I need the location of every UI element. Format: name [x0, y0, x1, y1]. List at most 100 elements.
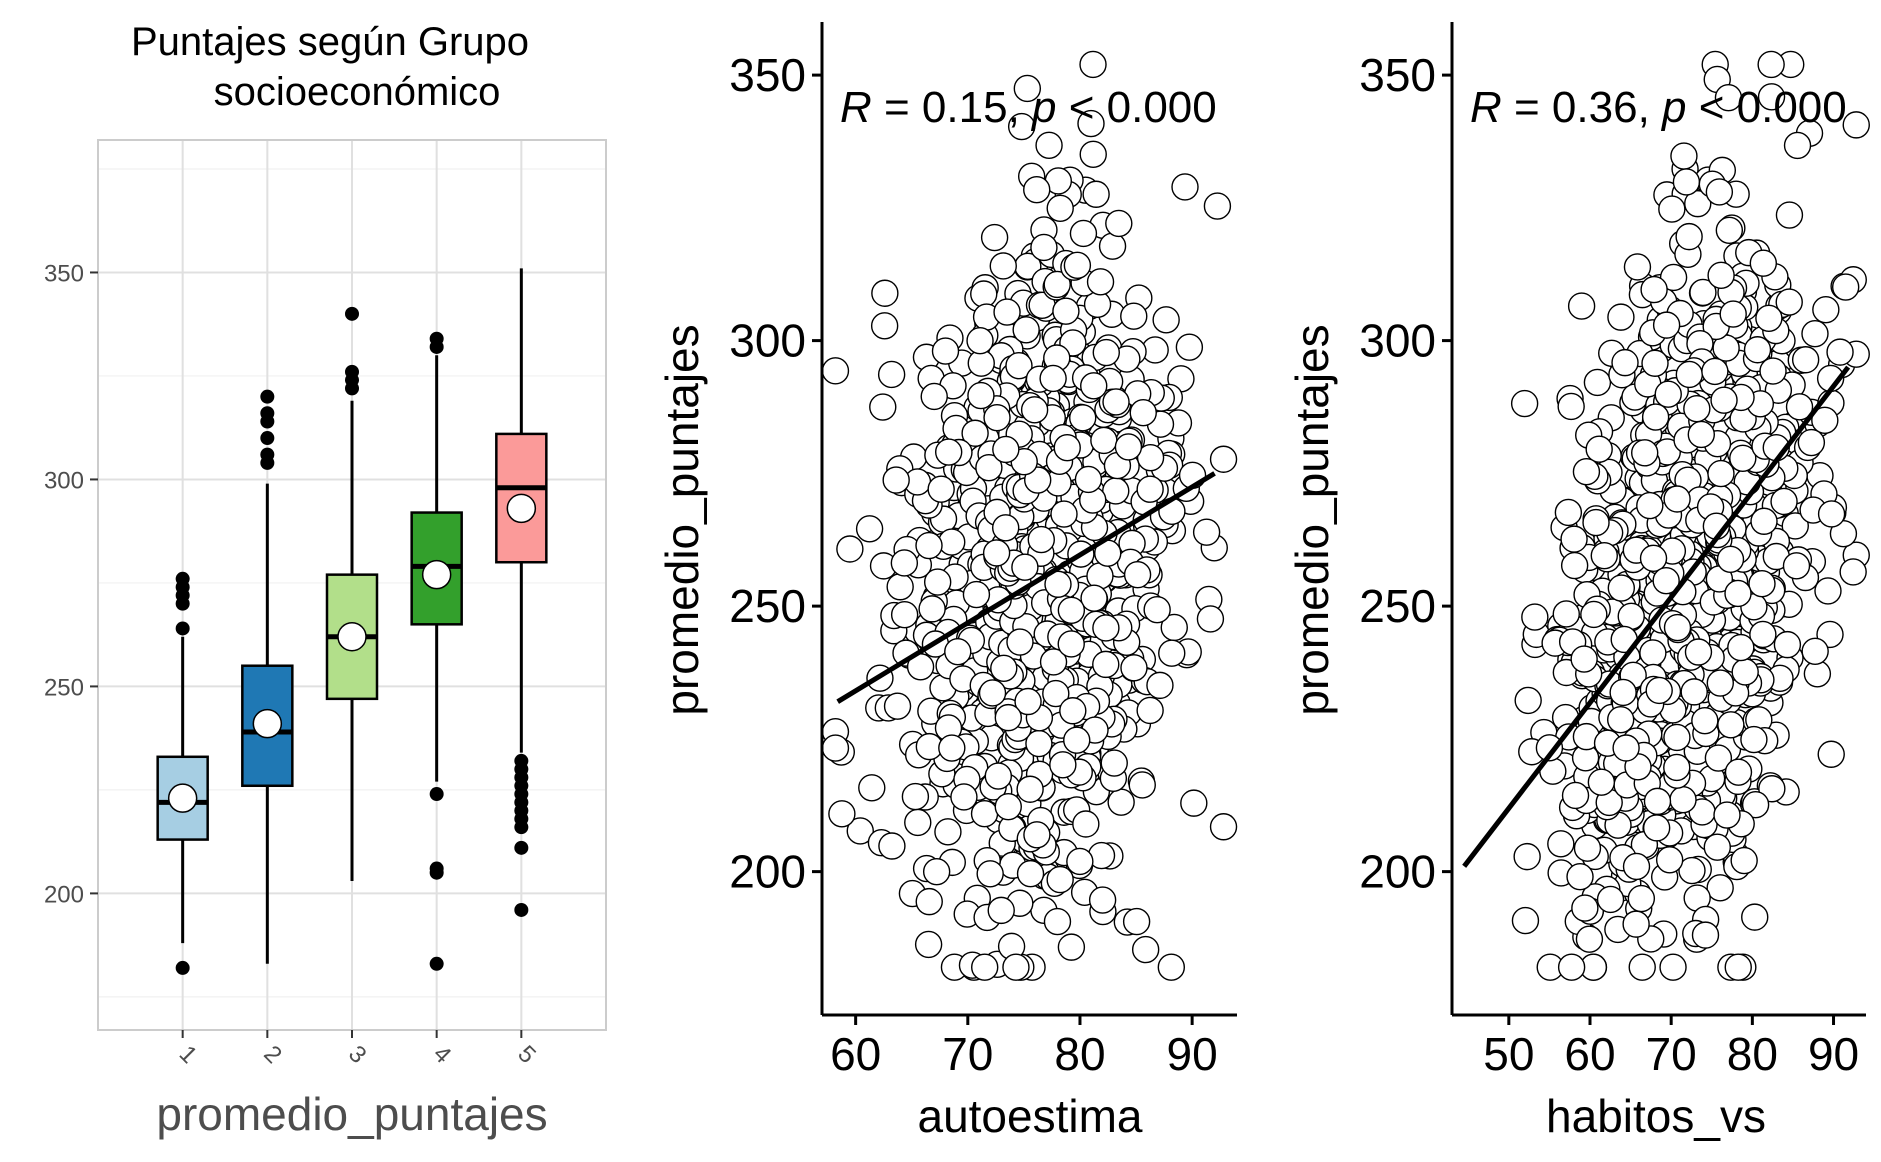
scatter-point	[1663, 723, 1691, 752]
scatter-point	[1611, 348, 1639, 377]
scatter-point	[976, 860, 1004, 888]
scatter-point	[1552, 600, 1580, 628]
box-outlier	[260, 389, 275, 404]
scatter-point	[1080, 584, 1108, 612]
scatter-point	[1713, 801, 1741, 829]
scatter-point	[1724, 579, 1752, 608]
scatter-point	[1817, 740, 1845, 768]
scatter-point	[1053, 433, 1081, 462]
scatter-point	[1059, 697, 1087, 725]
scatter-point	[1039, 648, 1068, 676]
scatter-x-tick-label: 50	[1483, 1028, 1534, 1080]
scatter-point	[1691, 921, 1720, 949]
box-group-1	[156, 571, 209, 975]
box-outlier	[260, 447, 275, 462]
scatter-y-tick-label: 300	[1359, 315, 1436, 367]
scatter-point	[1092, 338, 1120, 367]
scatter-point	[1180, 789, 1208, 817]
scatter-point	[1043, 907, 1072, 936]
scatter-point	[978, 679, 1007, 707]
scatter-point	[890, 549, 919, 577]
scatter-point	[1826, 338, 1854, 366]
scatter-point	[1750, 507, 1778, 535]
scatter-point	[1663, 613, 1692, 642]
scatter-point	[1079, 140, 1107, 169]
scatter-point	[1582, 508, 1610, 537]
box-outlier	[345, 364, 359, 379]
scatter-point	[890, 601, 919, 629]
boxplot-y-tick-label: 250	[44, 674, 84, 701]
scatter-point	[1683, 395, 1711, 423]
scatter-point	[1557, 953, 1586, 981]
box-mean-marker	[252, 708, 283, 739]
scatter-point	[922, 857, 951, 886]
scatter-point	[1572, 458, 1601, 486]
scatter-point	[994, 792, 1022, 821]
scatter-autoestima-annotation: R = 0.15, p < 0.000	[840, 83, 1217, 132]
scatter-point	[846, 817, 874, 845]
scatter-habitos-x-axis-title: habitos_vs	[1546, 1090, 1766, 1142]
scatter-point	[1631, 439, 1659, 467]
scatter-point	[1645, 676, 1673, 705]
boxplot-x-tick-label: 1	[174, 1040, 203, 1069]
scatter-point	[1587, 768, 1616, 796]
scatter-point	[962, 580, 991, 609]
scatter-point	[990, 654, 1018, 682]
scatter-point	[1046, 194, 1074, 223]
scatter-point	[1689, 278, 1717, 307]
scatter-point	[1554, 498, 1583, 527]
scatter-habitos-y-ticks: 350 300 250 200	[1359, 49, 1452, 898]
scatter-point	[1749, 249, 1778, 277]
scatter-habitos-panel: 350 300 250 200 50 60 70 80 90 R = 0.36, p < 0.…	[1286, 22, 1870, 1142]
annotation-r-symbol: R	[840, 83, 872, 132]
scatter-point	[1575, 925, 1604, 953]
scatter-point	[1583, 368, 1612, 397]
scatter-point	[934, 818, 962, 846]
scatter-point	[1114, 433, 1143, 461]
scatter-point	[1652, 311, 1681, 339]
scatter-point	[967, 381, 995, 410]
scatter-point	[983, 403, 1011, 432]
scatter-point	[1715, 216, 1744, 244]
scatter-point	[1005, 352, 1033, 380]
scatter-point	[1063, 726, 1091, 754]
scatter-point	[1196, 605, 1225, 633]
scatter-point	[1642, 814, 1671, 842]
scatter-point	[920, 382, 948, 411]
scatter-point	[1069, 404, 1097, 432]
scatter-point	[1663, 753, 1691, 782]
scatter-point	[992, 435, 1020, 464]
scatter-y-tick-label: 200	[1359, 846, 1436, 898]
scatter-point	[1090, 426, 1118, 455]
scatter-point	[1102, 477, 1130, 505]
scatter-point	[1006, 628, 1034, 656]
scatter-point	[1706, 669, 1734, 697]
scatter-point	[1088, 886, 1117, 914]
scatter-point	[1775, 288, 1803, 316]
scatter-point	[1158, 639, 1186, 667]
scatter-point	[870, 312, 899, 340]
scatter-habitos-x-ticks: 50 60 70 80 90	[1483, 1015, 1859, 1080]
scatter-point	[1724, 758, 1753, 786]
scatter-point	[1717, 711, 1745, 739]
scatter-point	[1643, 787, 1672, 816]
scatter-point	[1560, 551, 1589, 580]
scatter-point	[1617, 602, 1645, 631]
scatter-point	[855, 515, 884, 543]
scatter-point	[1706, 874, 1734, 902]
scatter-point	[1511, 906, 1540, 935]
scatter-point	[1105, 209, 1133, 238]
annotation-r-symbol: R	[1470, 83, 1502, 132]
scatter-point	[1639, 544, 1668, 572]
scatter-point	[1703, 833, 1731, 861]
scatter-point	[871, 279, 899, 307]
scatter-point	[821, 357, 850, 385]
scatter-point	[938, 528, 966, 556]
scatter-y-tick-label: 350	[1359, 49, 1436, 101]
scatter-point	[1641, 349, 1669, 377]
box-mean-marker	[506, 493, 537, 524]
scatter-y-tick-label: 300	[729, 315, 806, 367]
scatter-point	[1035, 131, 1063, 160]
scatter-point	[1002, 953, 1030, 981]
scatter-point	[1016, 859, 1045, 888]
